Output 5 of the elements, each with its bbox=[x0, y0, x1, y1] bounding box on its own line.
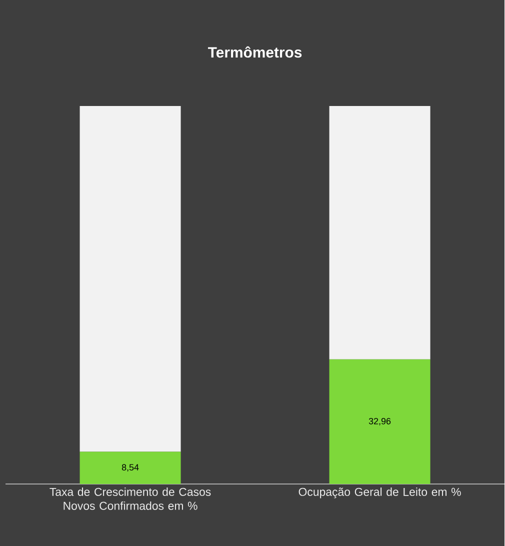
x-tick-label: Taxa de Crescimento de Casos Novos Confirmados em % bbox=[50, 488, 211, 510]
chart-title: Termômetros bbox=[208, 46, 302, 58]
data-label: 8,54 bbox=[122, 464, 139, 472]
x-tick-label: Ocupação Geral de Leito em % bbox=[299, 488, 462, 498]
data-label: 32,96 bbox=[369, 418, 391, 426]
